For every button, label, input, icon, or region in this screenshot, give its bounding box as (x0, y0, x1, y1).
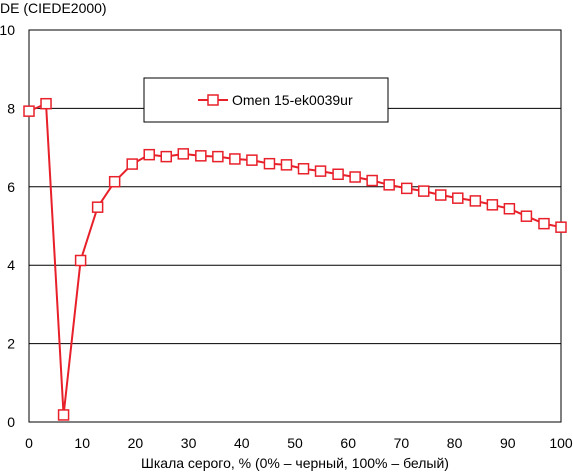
legend-series-label: Omen 15-ek0039ur (232, 92, 353, 108)
y-tick-label: 0 (7, 414, 15, 430)
data-point-marker (383, 179, 395, 191)
data-point-marker (417, 185, 430, 197)
legend-box (143, 77, 389, 123)
y-axis-label: DE (CIEDE2000) (0, 0, 107, 16)
x-tick-label: 40 (234, 435, 250, 451)
x-tick-label: 30 (181, 435, 197, 451)
data-point-marker (469, 195, 482, 207)
data-point-marker (520, 210, 533, 222)
x-tick-label: 70 (394, 435, 410, 451)
data-point-marker (435, 189, 447, 201)
y-tick-label: 10 (0, 22, 15, 38)
data-point-marker (160, 150, 173, 163)
data-point-marker (452, 192, 464, 204)
data-point-marker (23, 105, 35, 117)
y-tick-label: 8 (7, 100, 15, 116)
data-point-marker (263, 157, 276, 170)
data-point-marker (538, 217, 550, 230)
y-tick-label: 4 (7, 257, 15, 273)
data-point-marker (91, 201, 104, 213)
legend: Omen 15-ek0039ur (143, 77, 389, 123)
data-point-marker (280, 159, 293, 171)
data-point-marker (486, 199, 499, 211)
data-point-marker (195, 150, 207, 162)
data-point-marker (40, 97, 52, 110)
data-point-marker (229, 153, 241, 165)
data-point-marker (126, 158, 138, 170)
data-point-marker (74, 254, 87, 267)
data-point-marker (555, 221, 567, 233)
x-tick-label: 60 (340, 435, 356, 451)
x-tick-label: 10 (74, 435, 90, 451)
data-point-marker (314, 165, 327, 177)
data-point-marker (246, 154, 258, 166)
x-tick-label: 80 (447, 435, 463, 451)
y-tick-label: 6 (7, 179, 15, 195)
series-layer (23, 97, 567, 421)
y-tick-label: 2 (7, 336, 15, 352)
data-point-marker (503, 203, 516, 215)
x-axis-label: Шкала серого, % (0% – черный, 100% – бел… (141, 455, 449, 471)
data-point-marker (143, 148, 155, 161)
x-tick-labels: 0 10 20 30 40 50 60 70 80 90 100 (25, 435, 573, 451)
x-tick-label: 20 (128, 435, 144, 451)
data-point-marker (400, 182, 413, 195)
data-point-marker (108, 175, 121, 188)
data-point-marker (366, 174, 378, 187)
x-tick-label: 90 (500, 435, 516, 451)
data-point-marker (349, 171, 361, 183)
y-tick-labels: 0 2 4 6 8 10 (0, 22, 15, 430)
x-tick-label: 0 (25, 435, 33, 451)
series-line (28, 102, 562, 416)
x-tick-label: 50 (287, 435, 303, 451)
data-point-marker (57, 409, 70, 421)
data-point-marker (212, 150, 224, 163)
data-point-marker (297, 163, 310, 175)
data-point-marker (332, 168, 344, 181)
x-tick-label: 100 (549, 435, 573, 451)
legend-series-marker (207, 94, 219, 106)
data-point-marker (177, 148, 190, 160)
